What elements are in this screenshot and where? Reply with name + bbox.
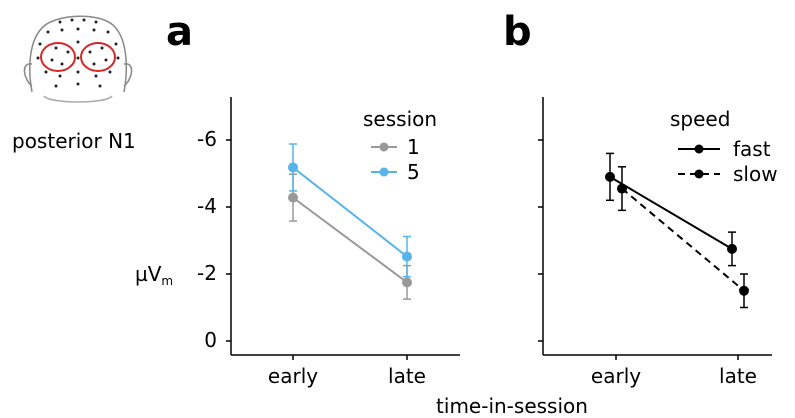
legend: session 1 5 <box>363 107 437 184</box>
electrode-head-icon <box>23 15 133 103</box>
x-axis-title: time-in-session <box>436 394 588 418</box>
data-point <box>288 162 298 173</box>
panel-letter-a: a <box>166 9 193 55</box>
legend: speed fast slow <box>670 107 778 186</box>
legend-label: slow <box>733 162 778 186</box>
legend-entry-5: 5 <box>371 160 420 184</box>
legend-entry-fast: fast <box>678 137 771 161</box>
legend-label: 5 <box>407 160 420 184</box>
electrode-region-left <box>40 42 76 72</box>
y-axis-unit: µVm <box>135 262 173 288</box>
x-ticks <box>615 355 739 360</box>
legend-label: 1 <box>407 135 420 159</box>
electrode-region-right <box>80 42 116 72</box>
series-line <box>609 175 733 250</box>
data-point <box>739 285 749 296</box>
x-tick-label-late: late <box>719 364 757 388</box>
x-tick-label-early: early <box>591 364 641 388</box>
legend-entry-slow: slow <box>678 162 778 186</box>
y-tick-label: -6 <box>197 127 217 151</box>
series-line <box>621 187 745 292</box>
series-marks <box>288 143 412 300</box>
data-point <box>617 183 627 194</box>
series-line <box>292 166 408 258</box>
y-ticks <box>226 139 231 342</box>
electrode-dots <box>36 18 120 88</box>
legend-entry-1: 1 <box>371 135 420 159</box>
data-point <box>605 171 615 182</box>
x-tick-label-early: early <box>268 364 318 388</box>
data-point <box>402 277 412 288</box>
x-ticks <box>292 355 408 360</box>
series-line <box>292 196 408 284</box>
panel-a: early late session 1 5 <box>226 97 460 388</box>
y-tick-label: -2 <box>197 261 217 285</box>
series-marks <box>605 152 749 309</box>
y-tick-label: 0 <box>204 328 217 352</box>
legend-title: session <box>363 107 437 131</box>
y-tick-labels: -6 -4 -2 0 <box>197 127 217 352</box>
y-ticks <box>538 139 543 342</box>
y-tick-label: -4 <box>197 194 217 218</box>
panel-letter-b: b <box>503 9 532 55</box>
legend-label: fast <box>733 137 771 161</box>
data-point <box>402 251 412 262</box>
data-point <box>288 192 298 203</box>
x-tick-label-late: late <box>388 364 426 388</box>
panel-b: early late speed fast slow <box>538 97 778 388</box>
data-point <box>727 243 737 254</box>
legend-title: speed <box>670 107 730 131</box>
row-label: posterior N1 <box>12 129 136 153</box>
